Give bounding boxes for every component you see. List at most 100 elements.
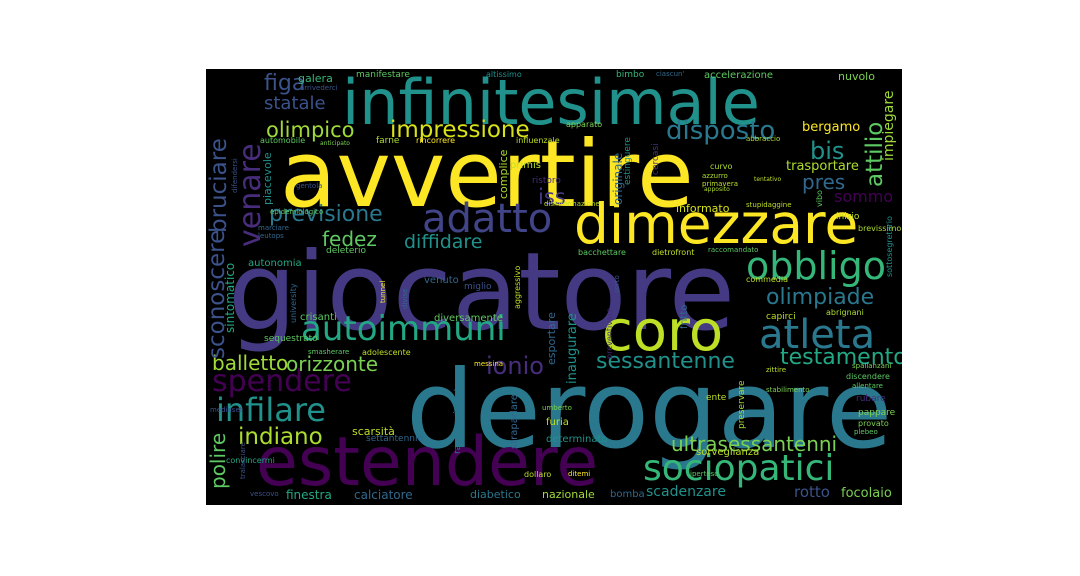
word-indiano: indiano [238,424,323,450]
word-autoimmuni: autoimmuni [301,309,506,349]
word-trasportare: trasportare [786,159,859,174]
word-cloud: derogare giocatore avvertire estendere i… [206,69,902,505]
word-gentola: gentola [296,182,323,190]
word-automobile: automobile [260,136,306,145]
word-mediaset: mediaset [210,406,243,414]
word-inizio: inizio [836,212,860,222]
word-raccomandato: raccomandato [708,246,759,254]
word-sommo: sommo [834,187,894,206]
word-plebeo: plebeo [854,428,878,436]
word-olimpico: olimpico [266,118,355,142]
word-altissimo: altissimo [486,70,522,79]
word-pappare: pappare [858,408,896,418]
word-convincermi: convincermi [226,456,275,465]
word-derogare: derogare [406,348,893,473]
word-settantennio: settantennio [366,434,423,444]
word-aggressivo: aggressivo [513,265,522,309]
word-dietrofront: dietrofront [652,248,695,257]
word-informato: informato [676,202,730,215]
word-influenzale: influenzale [516,136,560,145]
word-scarsita: scarsità [352,425,395,438]
word-dollaro: dollaro [524,470,552,479]
word-anticipato: anticipato [320,140,350,147]
word-diffidare: diffidare [404,231,483,253]
word-manifestare: manifestare [356,70,410,80]
word-epidemiologico: epidemiologico [270,208,324,216]
word-farne: farne [376,136,400,146]
word-primavera: primavera [702,180,738,188]
word-smasherare: smasherare [308,348,350,356]
word-sottosegretario: sottosegretario [885,216,894,277]
word-ultrasessantenni: ultrasessantenni [671,432,838,456]
word-discendere: discendere [846,372,890,381]
word-infilare: infilare [216,391,326,429]
word-stabilimento: stabilimento [766,386,810,394]
word-commedia: commedia [746,275,789,284]
word-determinato: determinato [546,434,608,445]
word-tunnel: tunnel [379,280,387,303]
word-estinguere: estinguere [623,137,633,185]
word-ionio: ionio [486,352,544,380]
word-scadenzare: scadenzare [646,484,726,500]
word-adatto: adatto [422,196,553,242]
word-pres: pres [802,170,846,194]
word-autonomia: autonomia [248,258,302,269]
word-bis: bis [810,137,845,165]
word-spallanzani: spallanzani [852,362,892,370]
word-atleta: atleta [759,312,876,358]
word-balletto: balletto [212,351,289,375]
word-disinformazione: disinformazione [544,200,600,208]
word-miglio: miglio [464,282,492,292]
word-difendersi: difendersi [231,158,239,193]
word-venuto: venuto [424,275,459,286]
word-previsione: previsione [269,202,383,227]
word-statale: statale [264,93,326,114]
word-sessantenne: sessantenne [596,349,735,374]
word-infinitesimale: infinitesimale [342,69,760,139]
word-olimpiade: olimpiade [766,285,875,310]
word-sorto: sorto [613,275,621,293]
word-brevissimo: brevissimo [858,224,902,233]
word-sorveglianza: sorveglianza [696,447,760,458]
word-figa: figa [264,71,306,96]
word-esportare: esportare [545,312,558,365]
word-focolaio: focolaio [841,486,892,501]
word-vibo: vibo [815,190,824,207]
word-finestra: finestra [286,488,332,502]
word-leutops: leutops [258,232,284,240]
word-divise: divise [401,288,409,309]
word-messina: messina [474,360,504,368]
word-nuvolo: nuvolo [838,70,875,83]
word-deleterio: deleterio [326,246,367,256]
word-impressione: impressione [390,117,530,143]
word-ciascun: ciascun' [656,70,685,78]
word-preventivare: preventivare [605,308,614,359]
word-capirci: capirci [766,312,796,322]
word-sequestrato: sequestrato [264,334,318,344]
word-avvertire: avvertire [280,121,694,228]
word-testamento: testamento [780,345,902,370]
word-adolescente: adolescente [362,348,411,357]
word-orizzonte: orizzonte [286,352,379,376]
word-rubare: rubare [856,394,886,404]
word-galera: galera [298,72,333,85]
word-provato: provato [858,419,889,428]
word-cercasi: cercasi [651,143,661,175]
word-bomba: bomba [610,489,645,500]
word-ente: ente [706,393,727,403]
word-allentare: allentare [852,382,883,390]
word-fritto: fritto [679,304,690,329]
word-apposito: apposito [704,186,730,193]
word-primis: primis [510,160,541,171]
word-preservare: preservare [737,380,747,429]
word-raggiungimento: raggiungimento [453,382,463,454]
word-accelerazione: accelerazione [704,70,774,81]
word-tralasciare: tralasciare [239,442,247,479]
word-fedez: fedez [322,227,377,251]
word-abrignani: abrignani [826,308,864,317]
word-apparato: apparato [566,120,603,129]
word-obbligo: obbligo [746,244,886,288]
word-bacchettare: bacchettare [578,248,626,257]
word-disposto: disposto [666,116,776,146]
word-iss: iss [538,185,566,209]
